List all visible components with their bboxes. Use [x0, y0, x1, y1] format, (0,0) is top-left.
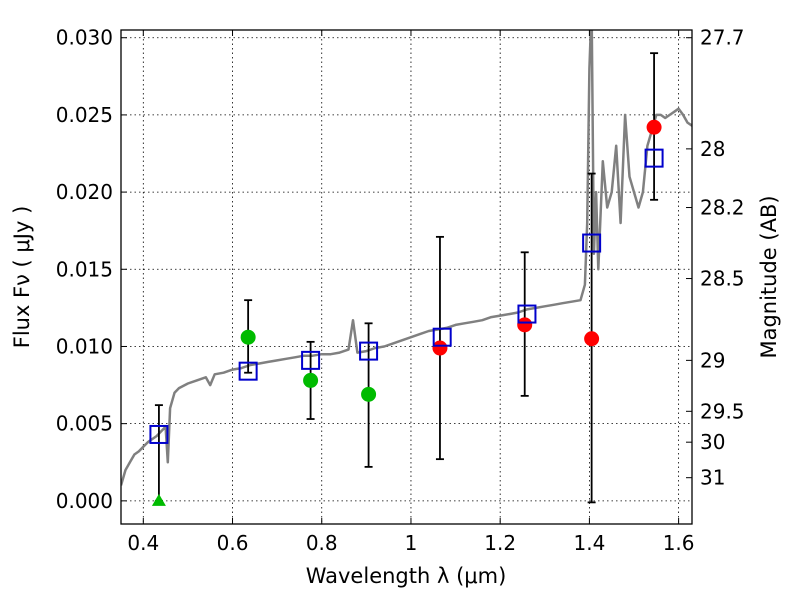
model-photometry-point	[149, 424, 169, 444]
model-photometry-point	[644, 148, 664, 168]
detection-point	[517, 317, 533, 333]
plot-frame	[120, 29, 693, 525]
mag-tick-label: 28.2	[700, 196, 745, 220]
y-tick-label: 0.030	[56, 26, 113, 50]
y-tick-label: 0.020	[56, 180, 113, 204]
tick-layer: 0.4 0.6 0.8 1 1.2 1.4 1.6 0.000 0.005 0.010 0.015 0…	[56, 26, 745, 555]
x-tick-label: 1.6	[663, 531, 695, 555]
y-tick-label: 0.000	[56, 489, 113, 513]
x-tick-label: 1.2	[484, 531, 516, 555]
detection-point	[646, 119, 662, 135]
model-photometry-point	[301, 350, 321, 370]
y-tick-label: 0.025	[56, 103, 113, 127]
y-tick-label: 0.005	[56, 412, 113, 436]
model-photometry-point	[517, 304, 537, 324]
nondetection-point	[303, 372, 319, 388]
mag-tick-label: 29.5	[700, 399, 745, 423]
x-axis-label: Wavelength λ (μm)	[306, 564, 507, 588]
mag-tick-label: 28.5	[700, 267, 745, 291]
detection-point	[432, 340, 448, 356]
x-tick-label: 0.6	[217, 531, 249, 555]
nondetection-point	[361, 386, 377, 402]
x-tick-label: 1	[405, 531, 418, 555]
nondetection-point	[240, 329, 256, 345]
marker-layer	[149, 119, 664, 506]
mag-tick-label: 31	[700, 466, 725, 490]
x-tick-label: 0.4	[127, 531, 159, 555]
x-tick-label: 0.8	[306, 531, 338, 555]
model-photometry-point	[432, 327, 452, 347]
detection-point	[584, 331, 600, 347]
model-photometry-point	[238, 361, 258, 381]
mag-tick-label: 27.7	[700, 26, 745, 50]
upper-limit-point	[151, 493, 166, 506]
x-tick-label: 1.4	[573, 531, 605, 555]
y-axis-right-label: Magnitude (AB)	[757, 195, 781, 358]
model-photometry-point	[359, 341, 379, 361]
mag-tick-label: 30	[700, 430, 725, 454]
mag-tick-label: 28	[700, 137, 725, 161]
model-photometry-point	[582, 233, 602, 253]
y-tick-label: 0.015	[56, 257, 113, 281]
y-axis-label: Flux Fν ( μJy )	[10, 206, 34, 349]
mag-tick-label: 29	[700, 348, 725, 372]
y-tick-label: 0.010	[56, 334, 113, 358]
